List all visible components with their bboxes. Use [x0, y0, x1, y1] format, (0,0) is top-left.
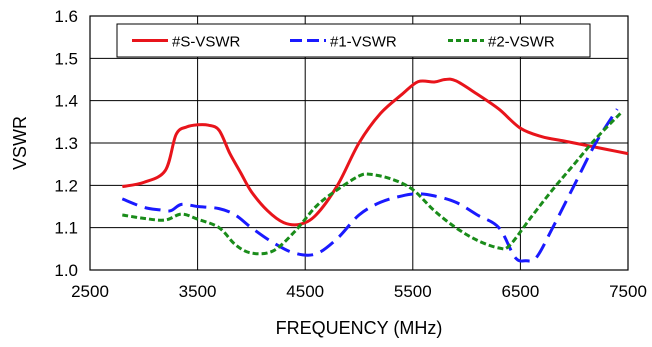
x-tick-label: 3500 [179, 282, 217, 301]
x-tick-label: 5500 [394, 282, 432, 301]
y-tick-label: 1.2 [54, 176, 78, 195]
y-tick-label: 1.6 [54, 7, 78, 26]
series-layer [121, 77, 629, 263]
y-tick-label: 1.4 [54, 92, 78, 111]
y-axis-label: VSWR [10, 116, 30, 170]
y-tick-label: 1.5 [54, 49, 78, 68]
plot-area [89, 15, 629, 271]
legend-label-3: #2-VSWR [488, 34, 555, 51]
y-tick-label: 1.3 [54, 134, 78, 153]
legend: #S-VSWR #1-VSWR #2-VSWR [116, 23, 591, 58]
legend-label-2: #1-VSWR [330, 34, 397, 51]
x-tick-label: 2500 [71, 282, 109, 301]
x-tick-label: 4500 [286, 282, 324, 301]
x-tick-label: 6500 [501, 282, 539, 301]
y-tick-label: 1.1 [54, 219, 78, 238]
tick-labels: 2500 3500 4500 5500 6500 7500 1.0 1.1 1.2 1.3 1.4 1… [54, 7, 647, 301]
x-axis-label: FREQUENCY (MHz) [276, 318, 443, 338]
series-line-3 [122, 110, 624, 256]
legend-label-1: #S-VSWR [172, 34, 241, 51]
y-tick-label: 1.0 [54, 261, 78, 280]
x-tick-label: 7500 [609, 282, 647, 301]
series-line-1 [122, 77, 629, 227]
legend-box [116, 23, 591, 58]
